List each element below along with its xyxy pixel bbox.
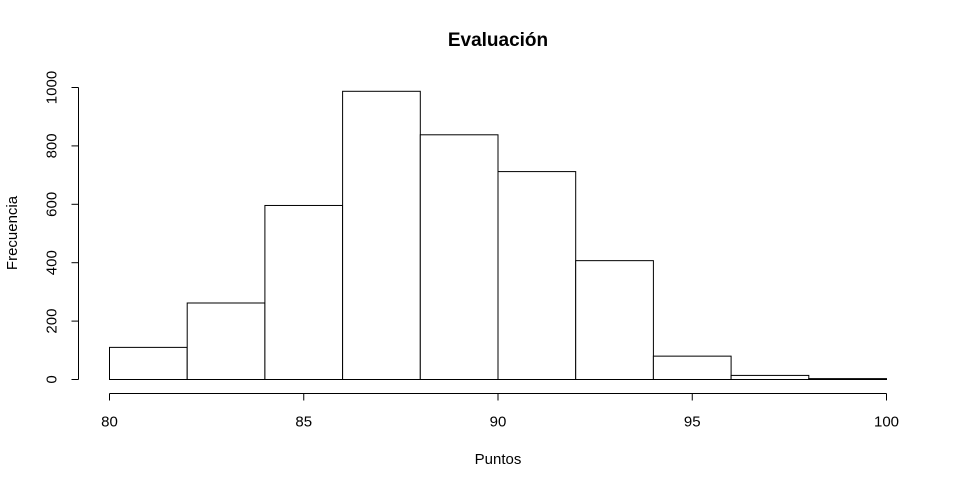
bars-group [109, 90, 887, 381]
x-tick-label-100: 100 [874, 414, 899, 431]
y-tick-label-1000: 1000 [44, 71, 61, 104]
y-tick-label-400: 400 [44, 250, 61, 275]
x-axis-label: Puntos [475, 451, 522, 468]
histogram-bar-7 [575, 260, 654, 381]
x-axis: 80 85 90 95 100 [101, 393, 899, 431]
y-tick-label-800: 800 [44, 133, 61, 158]
histogram-bar-2 [186, 302, 266, 380]
y-tick-label-0: 0 [44, 375, 61, 383]
histogram-bar-5 [419, 134, 499, 380]
histogram-bar-3 [264, 204, 344, 380]
histogram-bar-1 [109, 346, 188, 381]
y-axis-label: Frecuencia [4, 195, 21, 270]
histogram-bar-8 [652, 355, 732, 381]
x-tick-label-85: 85 [295, 414, 312, 431]
histogram-bar-9 [730, 374, 810, 380]
histogram-bar-10 [808, 378, 887, 380]
histogram-bar-4 [342, 90, 421, 381]
y-axis: 0 200 400 600 800 1000 [44, 71, 79, 384]
y-tick-label-200: 200 [44, 309, 61, 334]
histogram-bar-6 [497, 171, 577, 380]
y-tick-label-600: 600 [44, 192, 61, 217]
x-tick-label-80: 80 [101, 414, 118, 431]
chart-title: Evaluación [448, 30, 548, 51]
x-tick-label-95: 95 [684, 414, 701, 431]
x-tick-label-90: 90 [490, 414, 507, 431]
